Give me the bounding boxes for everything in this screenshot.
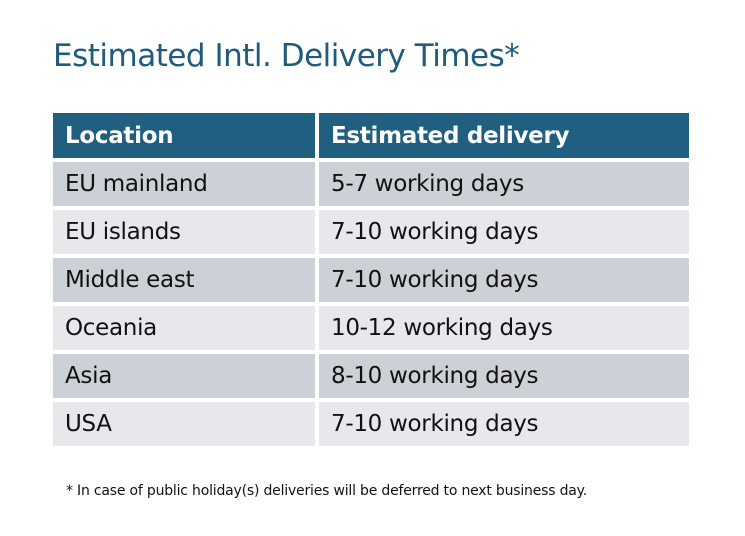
location-cell: Oceania xyxy=(53,306,315,350)
table-row: Asia 8-10 working days xyxy=(53,354,689,398)
table-row: Oceania 10-12 working days xyxy=(53,306,689,350)
page-title: Estimated Intl. Delivery Times* xyxy=(53,38,520,74)
table-row: USA 7-10 working days xyxy=(53,402,689,446)
delivery-cell: 10-12 working days xyxy=(319,306,689,350)
table-row: EU islands 7-10 working days xyxy=(53,210,689,254)
location-cell: Asia xyxy=(53,354,315,398)
delivery-cell: 7-10 working days xyxy=(319,258,689,302)
table-header-row: Location Estimated delivery xyxy=(53,113,689,158)
header-estimated-delivery: Estimated delivery xyxy=(319,113,689,158)
delivery-cell: 7-10 working days xyxy=(319,210,689,254)
table-row: Middle east 7-10 working days xyxy=(53,258,689,302)
location-cell: USA xyxy=(53,402,315,446)
delivery-cell: 5-7 working days xyxy=(319,162,689,206)
delivery-cell: 7-10 working days xyxy=(319,402,689,446)
location-cell: Middle east xyxy=(53,258,315,302)
delivery-cell: 8-10 working days xyxy=(319,354,689,398)
footnote: * In case of public holiday(s) deliverie… xyxy=(66,483,587,499)
header-location: Location xyxy=(53,113,315,158)
table-row: EU mainland 5-7 working days xyxy=(53,162,689,206)
location-cell: EU mainland xyxy=(53,162,315,206)
location-cell: EU islands xyxy=(53,210,315,254)
delivery-table: Location Estimated delivery EU mainland … xyxy=(49,109,693,450)
